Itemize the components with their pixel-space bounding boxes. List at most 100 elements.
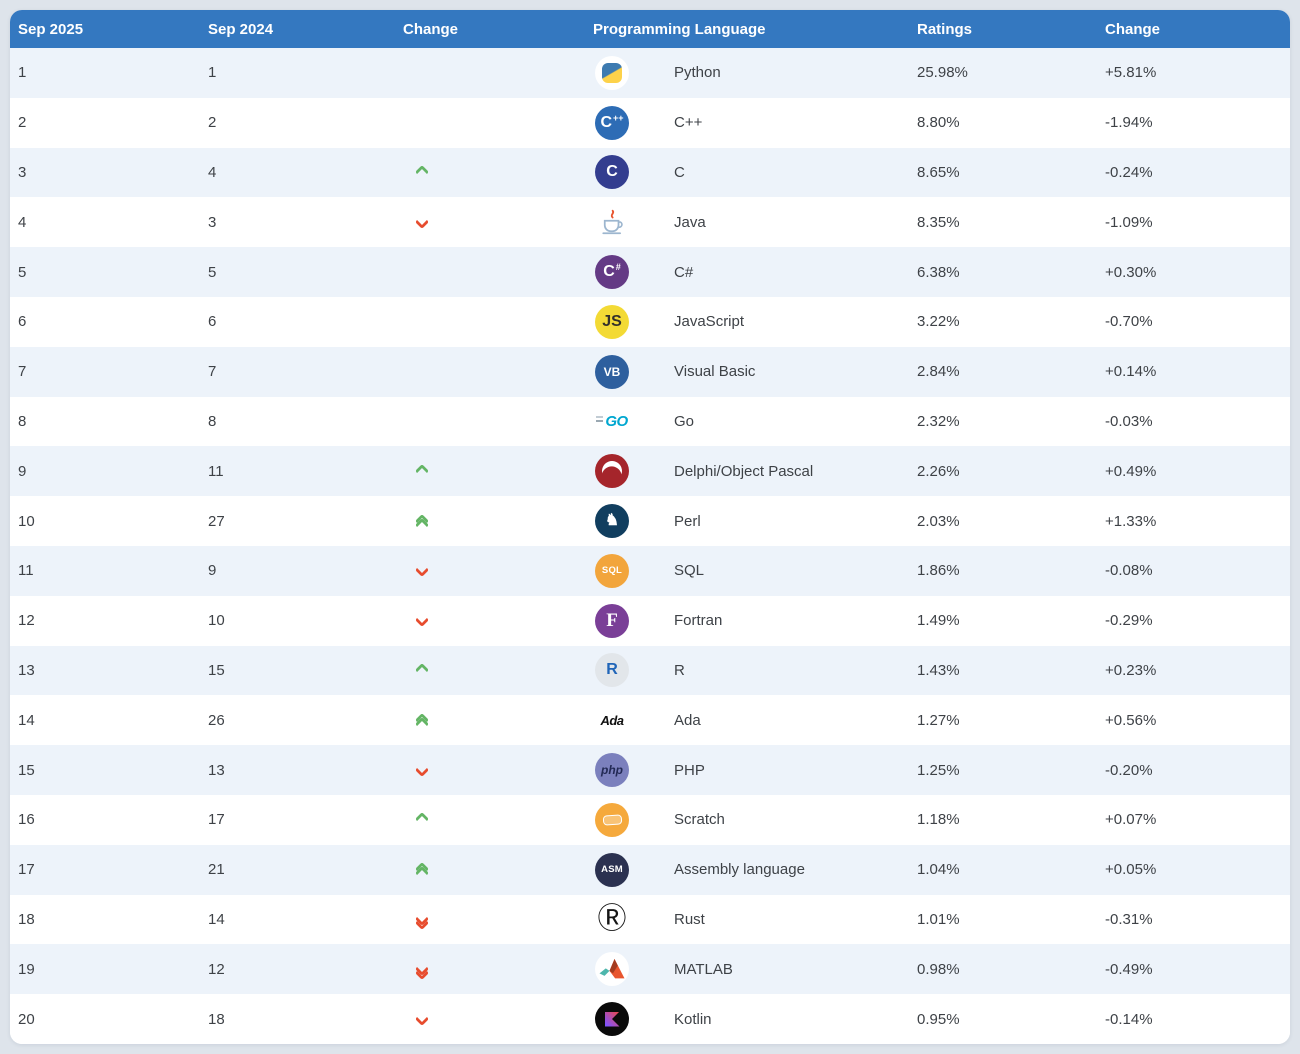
table-row: 20 18 Kotlin 0.95% -0.14% xyxy=(10,994,1290,1044)
rating-value: 3.22% xyxy=(917,313,960,331)
rank-2024: 4 xyxy=(208,163,217,181)
table-row: 8 8 GO Go 2.32% -0.03% xyxy=(10,396,1290,447)
kotlin-icon xyxy=(595,1002,629,1037)
table-row: 18 14 Ⓡ Rust 1.01% -0.31% xyxy=(10,894,1290,945)
rank-change-cell xyxy=(395,811,585,828)
rank-2025: 17 xyxy=(18,861,35,879)
col-header-ratings-change: Change xyxy=(1105,20,1161,38)
table-row: 1 1 Python 25.98% +5.81% xyxy=(10,48,1290,98)
language-name: JavaScript xyxy=(674,313,745,331)
language-name: R xyxy=(674,661,685,679)
matlab-icon xyxy=(595,952,629,987)
language-cell: Python xyxy=(585,55,909,90)
rating-change-value: -0.24% xyxy=(1105,163,1153,181)
csharp-icon: C # xyxy=(595,255,629,290)
rank-2024: 1 xyxy=(208,64,217,82)
language-name: Rust xyxy=(674,910,705,928)
rating-change-value: -0.70% xyxy=(1105,313,1153,331)
language-name: C xyxy=(674,163,685,181)
table-row: 9 11 Delphi/Object Pascal 2.26% +0.49% xyxy=(10,446,1290,497)
language-name: MATLAB xyxy=(674,960,733,978)
rank-2024: 7 xyxy=(208,363,217,381)
rank-2024: 10 xyxy=(208,612,225,630)
rank-change-cell xyxy=(395,214,585,231)
rating-change-value: -0.14% xyxy=(1105,1010,1153,1028)
table-row: 17 21 ASM Assembly language 1.04% +0.05% xyxy=(10,844,1290,895)
visual-basic-icon: VB xyxy=(595,354,629,389)
language-cell: Kotlin xyxy=(585,1002,909,1037)
rank-down-icon xyxy=(414,762,430,777)
language-cell: php PHP xyxy=(585,753,909,788)
language-name: Delphi/Object Pascal xyxy=(674,462,814,480)
go-icon: GO xyxy=(595,404,629,438)
table-row: 19 12 MATLAB 0.98% -0.49% xyxy=(10,944,1290,995)
rank-2024: 12 xyxy=(208,960,225,978)
table-row: 15 13 php PHP 1.25% -0.20% xyxy=(10,745,1290,795)
language-cell: Java xyxy=(585,205,909,240)
rank-2024: 2 xyxy=(208,114,217,132)
language-cell: JS JavaScript xyxy=(585,304,909,339)
rank-2025: 7 xyxy=(18,363,27,381)
col-header-sep-2024: Sep 2024 xyxy=(208,20,274,38)
rating-value: 8.80% xyxy=(917,114,960,132)
rank-2025: 3 xyxy=(18,163,27,181)
language-name: Go xyxy=(674,412,695,430)
rating-value: 8.35% xyxy=(917,213,960,231)
rank-change-cell xyxy=(395,712,585,731)
rating-value: 1.01% xyxy=(917,910,960,928)
rating-value: 2.84% xyxy=(917,363,960,381)
rating-value: 8.65% xyxy=(917,163,960,181)
rank-up-double-icon xyxy=(414,513,430,532)
rank-up-icon xyxy=(414,662,430,678)
rank-change-cell xyxy=(395,562,585,579)
rank-change-cell xyxy=(395,861,585,881)
rating-value: 1.04% xyxy=(917,861,960,879)
language-cell: F Fortran xyxy=(585,603,909,638)
rank-change-cell xyxy=(395,911,585,931)
rating-value: 1.25% xyxy=(917,761,960,779)
rank-2024: 27 xyxy=(208,512,225,530)
cpp-icon: C ++ xyxy=(595,105,629,140)
language-cell: R R xyxy=(585,653,909,688)
language-cell: C C xyxy=(585,155,909,190)
col-header-ratings: Ratings xyxy=(917,20,973,38)
language-name: Java xyxy=(674,213,706,231)
language-name: C# xyxy=(674,263,694,281)
rating-value: 6.38% xyxy=(917,263,960,281)
language-name: Scratch xyxy=(674,811,725,829)
table-row: 7 7 VB Visual Basic 2.84% +0.14% xyxy=(10,346,1290,397)
rank-2024: 13 xyxy=(208,761,225,779)
rating-change-value: -0.08% xyxy=(1105,562,1153,580)
rating-value: 1.49% xyxy=(917,612,960,630)
rank-2025: 13 xyxy=(18,661,35,679)
language-cell: Ⓡ Rust xyxy=(585,902,909,936)
rank-up-double-icon xyxy=(414,862,430,881)
sql-icon: SQL xyxy=(595,553,629,588)
table-header-row: Sep 2025 Sep 2024 Change Programming Lan… xyxy=(10,10,1290,48)
perl-icon: ♞ xyxy=(595,504,629,539)
rank-2025: 9 xyxy=(18,462,27,480)
language-name: Python xyxy=(674,64,721,82)
language-cell: VB Visual Basic xyxy=(585,354,909,389)
rank-2025: 1 xyxy=(18,64,27,82)
col-header-language: Programming Language xyxy=(593,20,766,38)
rank-up-icon xyxy=(414,463,430,478)
rating-change-value: -0.29% xyxy=(1105,612,1153,630)
rank-down-double-icon xyxy=(414,911,430,931)
rank-2025: 19 xyxy=(18,960,35,978)
language-cell: Ada Ada xyxy=(585,703,909,737)
rating-change-value: +0.23% xyxy=(1105,661,1157,679)
rank-down-double-icon xyxy=(414,961,430,980)
col-header-sep-2025: Sep 2025 xyxy=(18,20,84,38)
rating-change-value: +1.33% xyxy=(1105,512,1157,530)
rating-value: 0.98% xyxy=(917,960,960,978)
rating-change-value: +0.30% xyxy=(1105,263,1157,281)
python-icon xyxy=(595,55,629,90)
c-icon: C xyxy=(595,155,629,190)
language-name: Fortran xyxy=(674,612,723,630)
javascript-icon: JS xyxy=(595,304,629,339)
rating-change-value: -1.09% xyxy=(1105,213,1153,231)
rank-down-icon xyxy=(414,1011,430,1026)
rating-change-value: +0.56% xyxy=(1105,711,1157,729)
rust-icon: Ⓡ xyxy=(597,902,627,935)
